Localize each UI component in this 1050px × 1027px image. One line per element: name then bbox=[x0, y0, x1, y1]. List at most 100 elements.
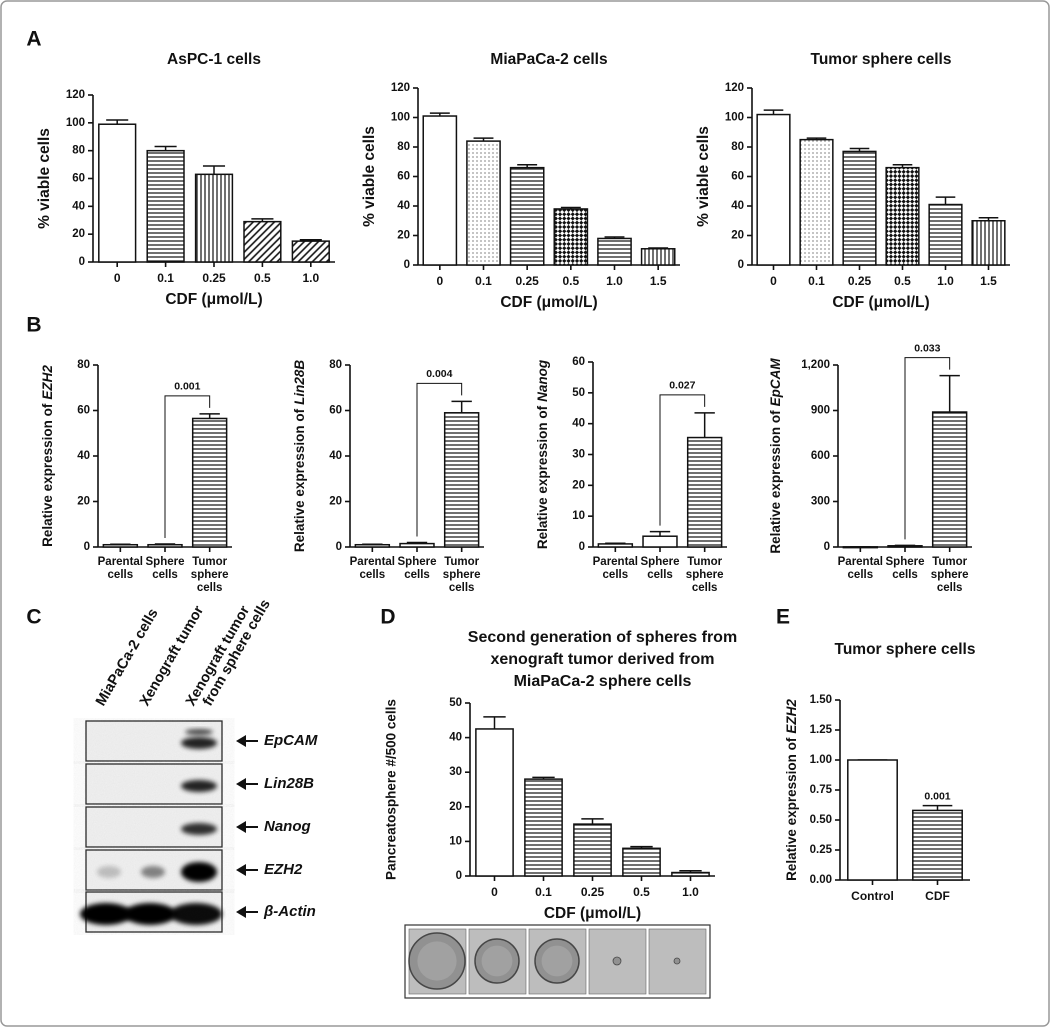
x-tick-label: 0.25 bbox=[202, 271, 226, 285]
blot-band bbox=[181, 862, 217, 882]
x-tick-label: cells bbox=[108, 569, 134, 581]
panel-label: A bbox=[26, 28, 41, 51]
blot-band bbox=[181, 737, 217, 749]
y-tick-label: 20 bbox=[572, 479, 585, 491]
y-tick-label: 30 bbox=[572, 449, 585, 461]
x-tick-label: 0.1 bbox=[475, 274, 492, 288]
significance-bracket bbox=[659, 394, 706, 526]
x-tick-label: 0.5 bbox=[633, 885, 650, 899]
bar bbox=[191, 417, 228, 548]
blot-band bbox=[185, 729, 213, 735]
bar bbox=[842, 150, 877, 266]
y-axis-label-text: Relative expression of bbox=[784, 737, 799, 881]
x-tick-label: cells bbox=[449, 582, 475, 594]
x-tick-label: Tumor bbox=[444, 556, 479, 568]
y-axis-label-text: Relative expression of bbox=[768, 410, 783, 554]
p-value: 0.033 bbox=[914, 342, 940, 354]
chart-title: AsPC-1 cells bbox=[167, 51, 261, 68]
y-tick-label: 0 bbox=[84, 541, 90, 553]
x-tick-label: 1.5 bbox=[980, 274, 997, 288]
bar bbox=[194, 173, 234, 263]
arrow-head bbox=[236, 821, 246, 833]
x-tick-label: 1.0 bbox=[302, 271, 319, 285]
x-tick-label: 0.1 bbox=[808, 274, 825, 288]
x-tick-label: Parental bbox=[838, 556, 883, 568]
y-tick-label: 80 bbox=[731, 141, 744, 153]
y-axis-label-gene: Nanog bbox=[535, 359, 550, 402]
y-axis-label-text: Relative expression of bbox=[40, 403, 55, 547]
y-tick-label: 20 bbox=[731, 230, 744, 242]
blot-band bbox=[181, 780, 217, 792]
x-tick-label: cells bbox=[360, 569, 386, 581]
chart-title: MiaPaCa-2 sphere cells bbox=[514, 673, 692, 690]
y-tick-label: 120 bbox=[391, 82, 410, 94]
bar bbox=[509, 166, 545, 266]
y-axis-label-text: Relative expression of bbox=[535, 405, 550, 549]
x-tick-label: cells bbox=[892, 569, 918, 581]
y-axis-label: Relative expression of Lin28B bbox=[292, 360, 307, 553]
bar bbox=[98, 123, 137, 263]
y-tick-label: 10 bbox=[449, 835, 462, 847]
arrow-head bbox=[236, 864, 246, 876]
x-axis-label: CDF (μmol/L) bbox=[500, 294, 597, 311]
y-tick-label: 20 bbox=[397, 230, 410, 242]
blot-band bbox=[170, 903, 222, 925]
arrow-head bbox=[236, 778, 246, 790]
x-axis-label: CDF (μmol/L) bbox=[544, 905, 641, 922]
y-axis-label: Pancreatosphere #/500 cells bbox=[384, 699, 399, 880]
p-value: 0.001 bbox=[174, 381, 200, 393]
y-axis-label-gene: EZH2 bbox=[784, 699, 799, 734]
bar bbox=[799, 138, 834, 266]
arrow-head bbox=[236, 906, 246, 918]
x-tick-label: Tumor bbox=[192, 556, 227, 568]
x-axis-label: CDF (μmol/L) bbox=[165, 291, 262, 308]
bar bbox=[642, 535, 678, 548]
y-axis-label: Relative expression of EpCAM bbox=[768, 358, 783, 554]
x-tick-label: Sphere bbox=[641, 556, 680, 568]
bar bbox=[640, 248, 676, 266]
bar bbox=[422, 115, 458, 266]
y-tick-label: 0 bbox=[738, 259, 744, 271]
x-tick-label: cells bbox=[404, 569, 430, 581]
bar bbox=[443, 412, 480, 548]
x-tick-label: 0.5 bbox=[894, 274, 911, 288]
y-tick-label: 40 bbox=[329, 450, 342, 462]
bar bbox=[553, 208, 589, 266]
x-tick-label: Parental bbox=[350, 556, 395, 568]
x-tick-label: 0.1 bbox=[157, 271, 174, 285]
x-tick-label: cells bbox=[647, 569, 673, 581]
panel-label: B bbox=[26, 314, 41, 337]
y-tick-label: 30 bbox=[449, 766, 462, 778]
x-tick-label: 0.25 bbox=[848, 274, 872, 288]
y-axis-label: Relative expression of EZH2 bbox=[784, 699, 799, 881]
y-tick-label: 1,200 bbox=[801, 359, 830, 371]
y-tick-label: 60 bbox=[77, 405, 90, 417]
y-tick-label: 40 bbox=[731, 200, 744, 212]
x-tick-label: Sphere bbox=[398, 556, 437, 568]
y-tick-label: 10 bbox=[572, 510, 585, 522]
y-axis-label-gene: EZH2 bbox=[40, 365, 55, 400]
y-tick-label: 60 bbox=[329, 405, 342, 417]
x-tick-label: 0 bbox=[491, 885, 498, 899]
protein-label: Lin28B bbox=[264, 775, 314, 792]
x-tick-label: Parental bbox=[593, 556, 638, 568]
y-tick-label: 80 bbox=[329, 359, 342, 371]
y-tick-label: 20 bbox=[72, 228, 85, 240]
sphere-core bbox=[541, 945, 573, 977]
sphere bbox=[673, 957, 681, 965]
y-tick-label: 900 bbox=[811, 405, 830, 417]
protein-label: EZH2 bbox=[264, 861, 303, 878]
bar bbox=[842, 546, 879, 549]
y-tick-label: 0.50 bbox=[810, 814, 832, 826]
bar bbox=[931, 411, 968, 548]
panel-label: D bbox=[380, 606, 395, 629]
blot-band bbox=[141, 866, 165, 878]
x-tick-label: sphere bbox=[686, 569, 724, 581]
bar bbox=[971, 220, 1006, 266]
x-tick-label: cells bbox=[603, 569, 629, 581]
significance-bracket bbox=[904, 357, 951, 540]
blot-band bbox=[97, 866, 121, 878]
bar bbox=[147, 543, 183, 548]
x-tick-label: 0.5 bbox=[562, 274, 579, 288]
y-axis-label: % viable cells bbox=[36, 128, 53, 229]
